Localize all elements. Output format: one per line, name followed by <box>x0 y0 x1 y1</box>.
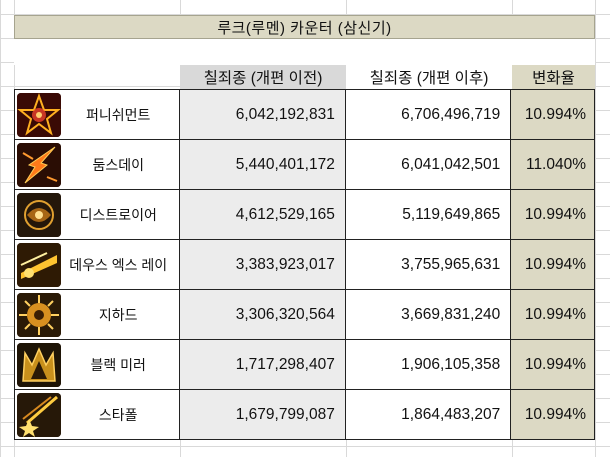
value-before[interactable]: 4,612,529,165 <box>180 190 346 239</box>
skill-cell[interactable]: 둠스데이 <box>15 140 181 189</box>
value-after[interactable]: 5,119,649,865 <box>345 190 512 239</box>
table-row: 디스트로이어 4,612,529,165 5,119,649,865 10.99… <box>15 190 595 240</box>
value-before[interactable]: 3,383,923,017 <box>180 240 346 289</box>
value-after[interactable]: 1,864,483,207 <box>345 390 512 439</box>
table-row: 스타폴 1,679,799,087 1,864,483,207 10.994% <box>15 390 595 439</box>
change-rate[interactable]: 10.994% <box>511 290 595 339</box>
value-after[interactable]: 1,906,105,358 <box>345 340 512 389</box>
table-row: 블랙 미러 1,717,298,407 1,906,105,358 10.994… <box>15 340 595 390</box>
skill-name: 지하드 <box>98 306 138 323</box>
header-change[interactable]: 변화율 <box>512 65 595 89</box>
skill-cell[interactable]: 지하드 <box>15 290 181 339</box>
skill-cell[interactable]: 디스트로이어 <box>15 190 181 239</box>
table-row: 퍼니쉬먼트 6,042,192,831 6,706,496,719 10.994… <box>15 90 595 140</box>
value-before[interactable]: 5,440,401,172 <box>180 140 346 189</box>
skill-name: 데우스 엑스 레이 <box>69 256 168 273</box>
punishment-icon <box>17 92 61 137</box>
value-before[interactable]: 1,717,298,407 <box>180 340 346 389</box>
value-before[interactable]: 6,042,192,831 <box>180 90 346 139</box>
deus-ex-ray-icon <box>17 242 61 287</box>
destroyer-icon <box>17 192 61 237</box>
change-rate[interactable]: 10.994% <box>511 90 595 139</box>
header-before[interactable]: 칠죄종 (개편 이전) <box>180 65 346 89</box>
table-row: 둠스데이 5,440,401,172 6,041,042,501 11.040% <box>15 140 595 190</box>
doomsday-icon <box>17 142 61 187</box>
header-after[interactable]: 칠죄종 (개편 이후) <box>346 65 512 89</box>
sheet-title[interactable]: 루크(루멘) 카운터 (삼신기) <box>14 15 595 39</box>
table-row: 지하드 3,306,320,564 3,669,831,240 10.994% <box>15 290 595 340</box>
skill-cell[interactable]: 퍼니쉬먼트 <box>15 90 181 139</box>
table-row: 데우스 엑스 레이 3,383,923,017 3,755,965,631 10… <box>15 240 595 290</box>
value-after[interactable]: 3,755,965,631 <box>345 240 512 289</box>
jihad-icon <box>17 292 61 337</box>
skill-name: 스타폴 <box>98 406 138 423</box>
change-rate[interactable]: 10.994% <box>511 240 595 289</box>
change-rate[interactable]: 10.994% <box>511 340 595 389</box>
skill-cell[interactable]: 스타폴 <box>15 390 181 439</box>
value-before[interactable]: 1,679,799,087 <box>180 390 346 439</box>
change-rate[interactable]: 11.040% <box>511 140 595 189</box>
value-after[interactable]: 6,041,042,501 <box>345 140 512 189</box>
starfall-icon <box>17 392 61 437</box>
value-before[interactable]: 3,306,320,564 <box>180 290 346 339</box>
damage-table: 퍼니쉬먼트 6,042,192,831 6,706,496,719 10.994… <box>14 89 595 440</box>
skill-name: 디스트로이어 <box>79 206 157 223</box>
skill-cell[interactable]: 블랙 미러 <box>15 340 181 389</box>
value-after[interactable]: 3,669,831,240 <box>345 290 512 339</box>
value-after[interactable]: 6,706,496,719 <box>345 90 512 139</box>
skill-name: 둠스데이 <box>92 156 144 173</box>
skill-name: 퍼니쉬먼트 <box>86 106 151 123</box>
grid-column-line <box>595 0 596 457</box>
skill-name: 블랙 미러 <box>90 356 146 373</box>
change-rate[interactable]: 10.994% <box>511 190 595 239</box>
skill-cell[interactable]: 데우스 엑스 레이 <box>15 240 181 289</box>
blank-row[interactable] <box>14 39 595 65</box>
change-rate[interactable]: 10.994% <box>511 390 595 439</box>
black-mirror-icon <box>17 342 61 387</box>
